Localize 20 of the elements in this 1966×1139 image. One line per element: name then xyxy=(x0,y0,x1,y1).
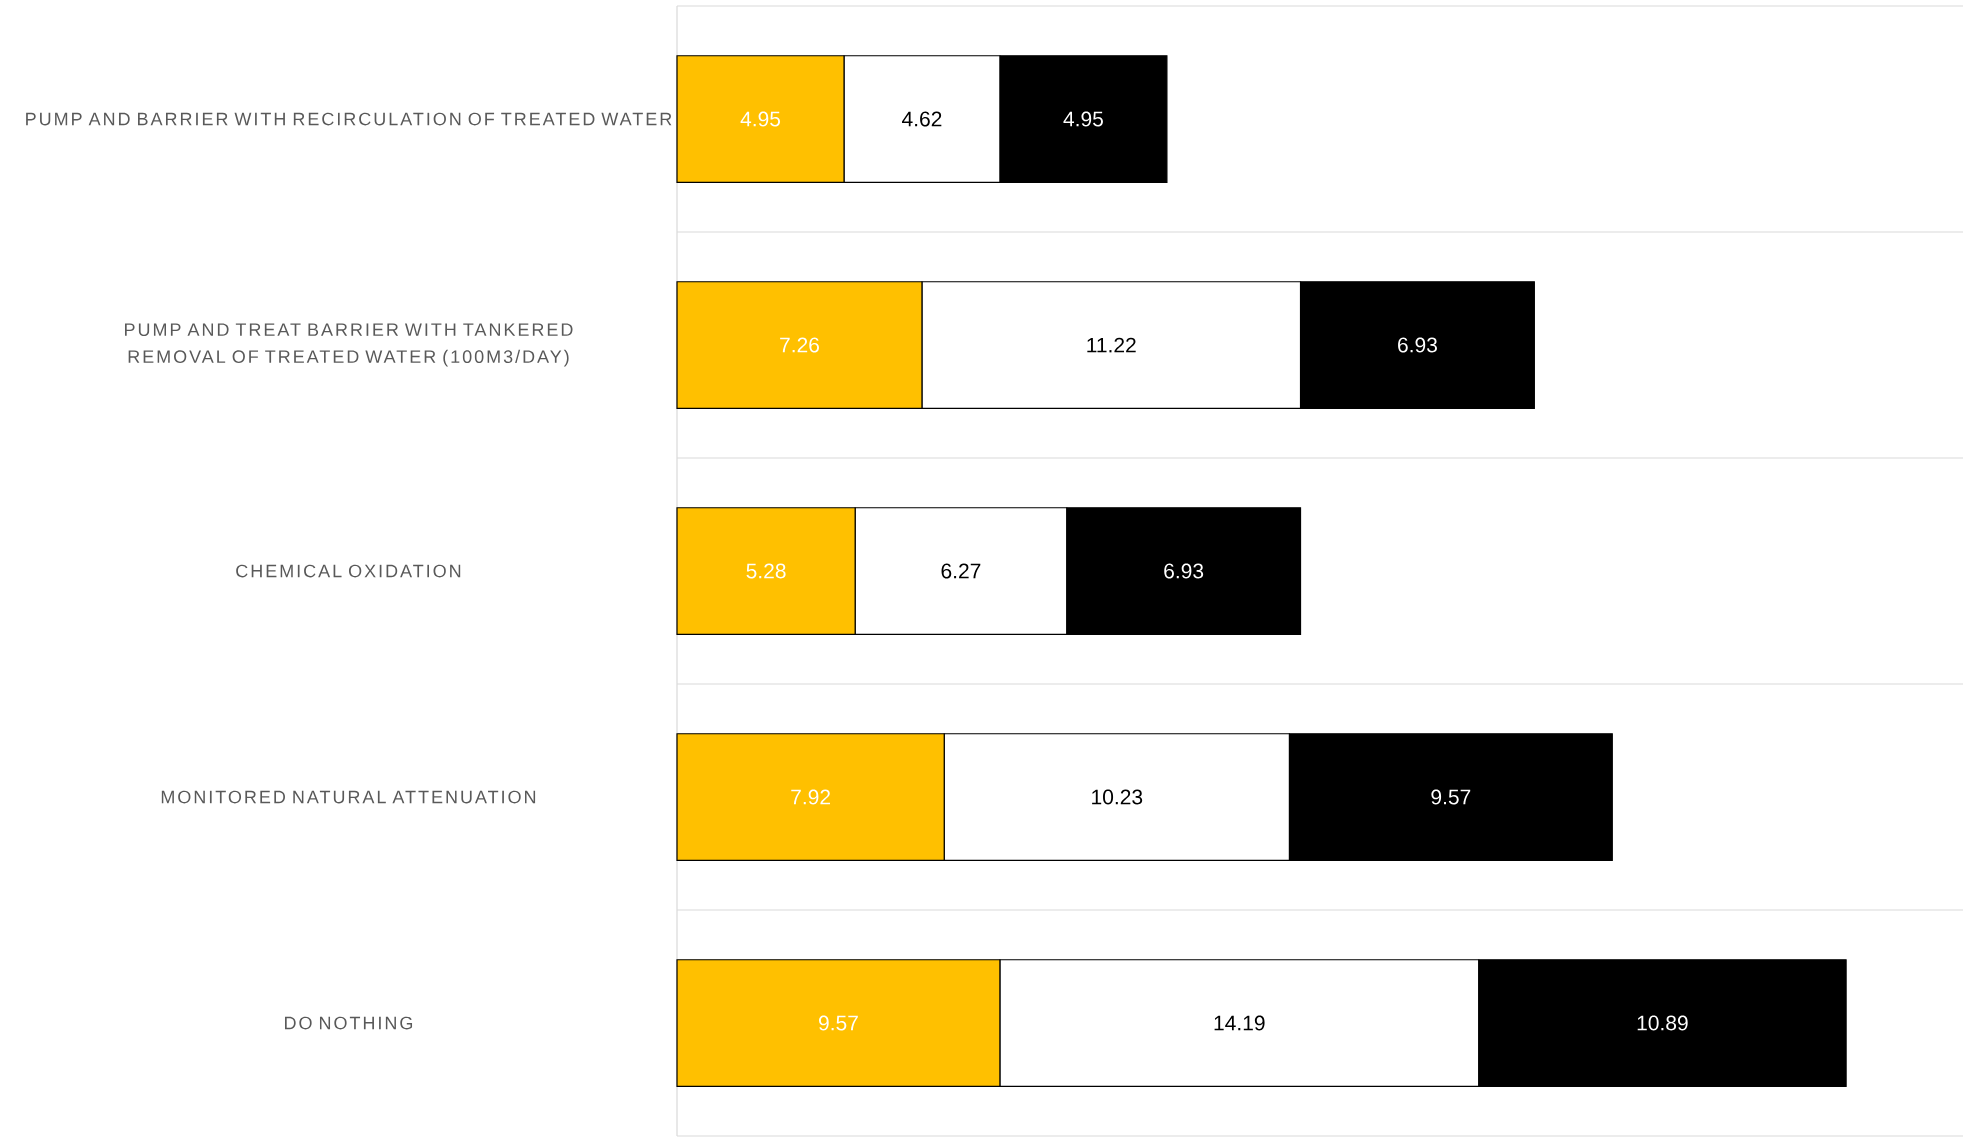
y-tick-label: PUMP AND BARRIER WITH RECIRCULATION OF TREATED WATER xyxy=(26,112,672,126)
data-label: 5.28 xyxy=(746,563,786,579)
data-label: 6.27 xyxy=(941,563,981,579)
data-label: 4.62 xyxy=(902,111,942,127)
data-label: 6.93 xyxy=(1164,563,1204,579)
y-tick-label: MONITORED NATURAL ATTENUATION xyxy=(161,790,536,804)
y-tick-label: PUMP AND TREAT BARRIER WITH TANKERED REMOVAL OF TREATED WATER (100M3/DAY) xyxy=(125,323,573,367)
y-tick-label: DO NOTHING xyxy=(285,1016,413,1030)
data-label: 7.92 xyxy=(791,789,830,805)
data-label: 10.89 xyxy=(1637,1015,1688,1031)
data-label: 14.19 xyxy=(1214,1015,1265,1031)
data-label: 9.57 xyxy=(819,1015,858,1031)
y-tick-label: CHEMICAL OXIDATION xyxy=(236,564,461,578)
data-label: 9.57 xyxy=(1431,789,1471,805)
data-label: 10.23 xyxy=(1092,789,1143,805)
data-label: 6.93 xyxy=(1398,337,1437,353)
data-label: 4.95 xyxy=(740,111,781,127)
data-label: 7.26 xyxy=(780,337,819,353)
data-label: 4.95 xyxy=(1063,111,1103,127)
data-label: 11.22 xyxy=(1087,337,1136,353)
